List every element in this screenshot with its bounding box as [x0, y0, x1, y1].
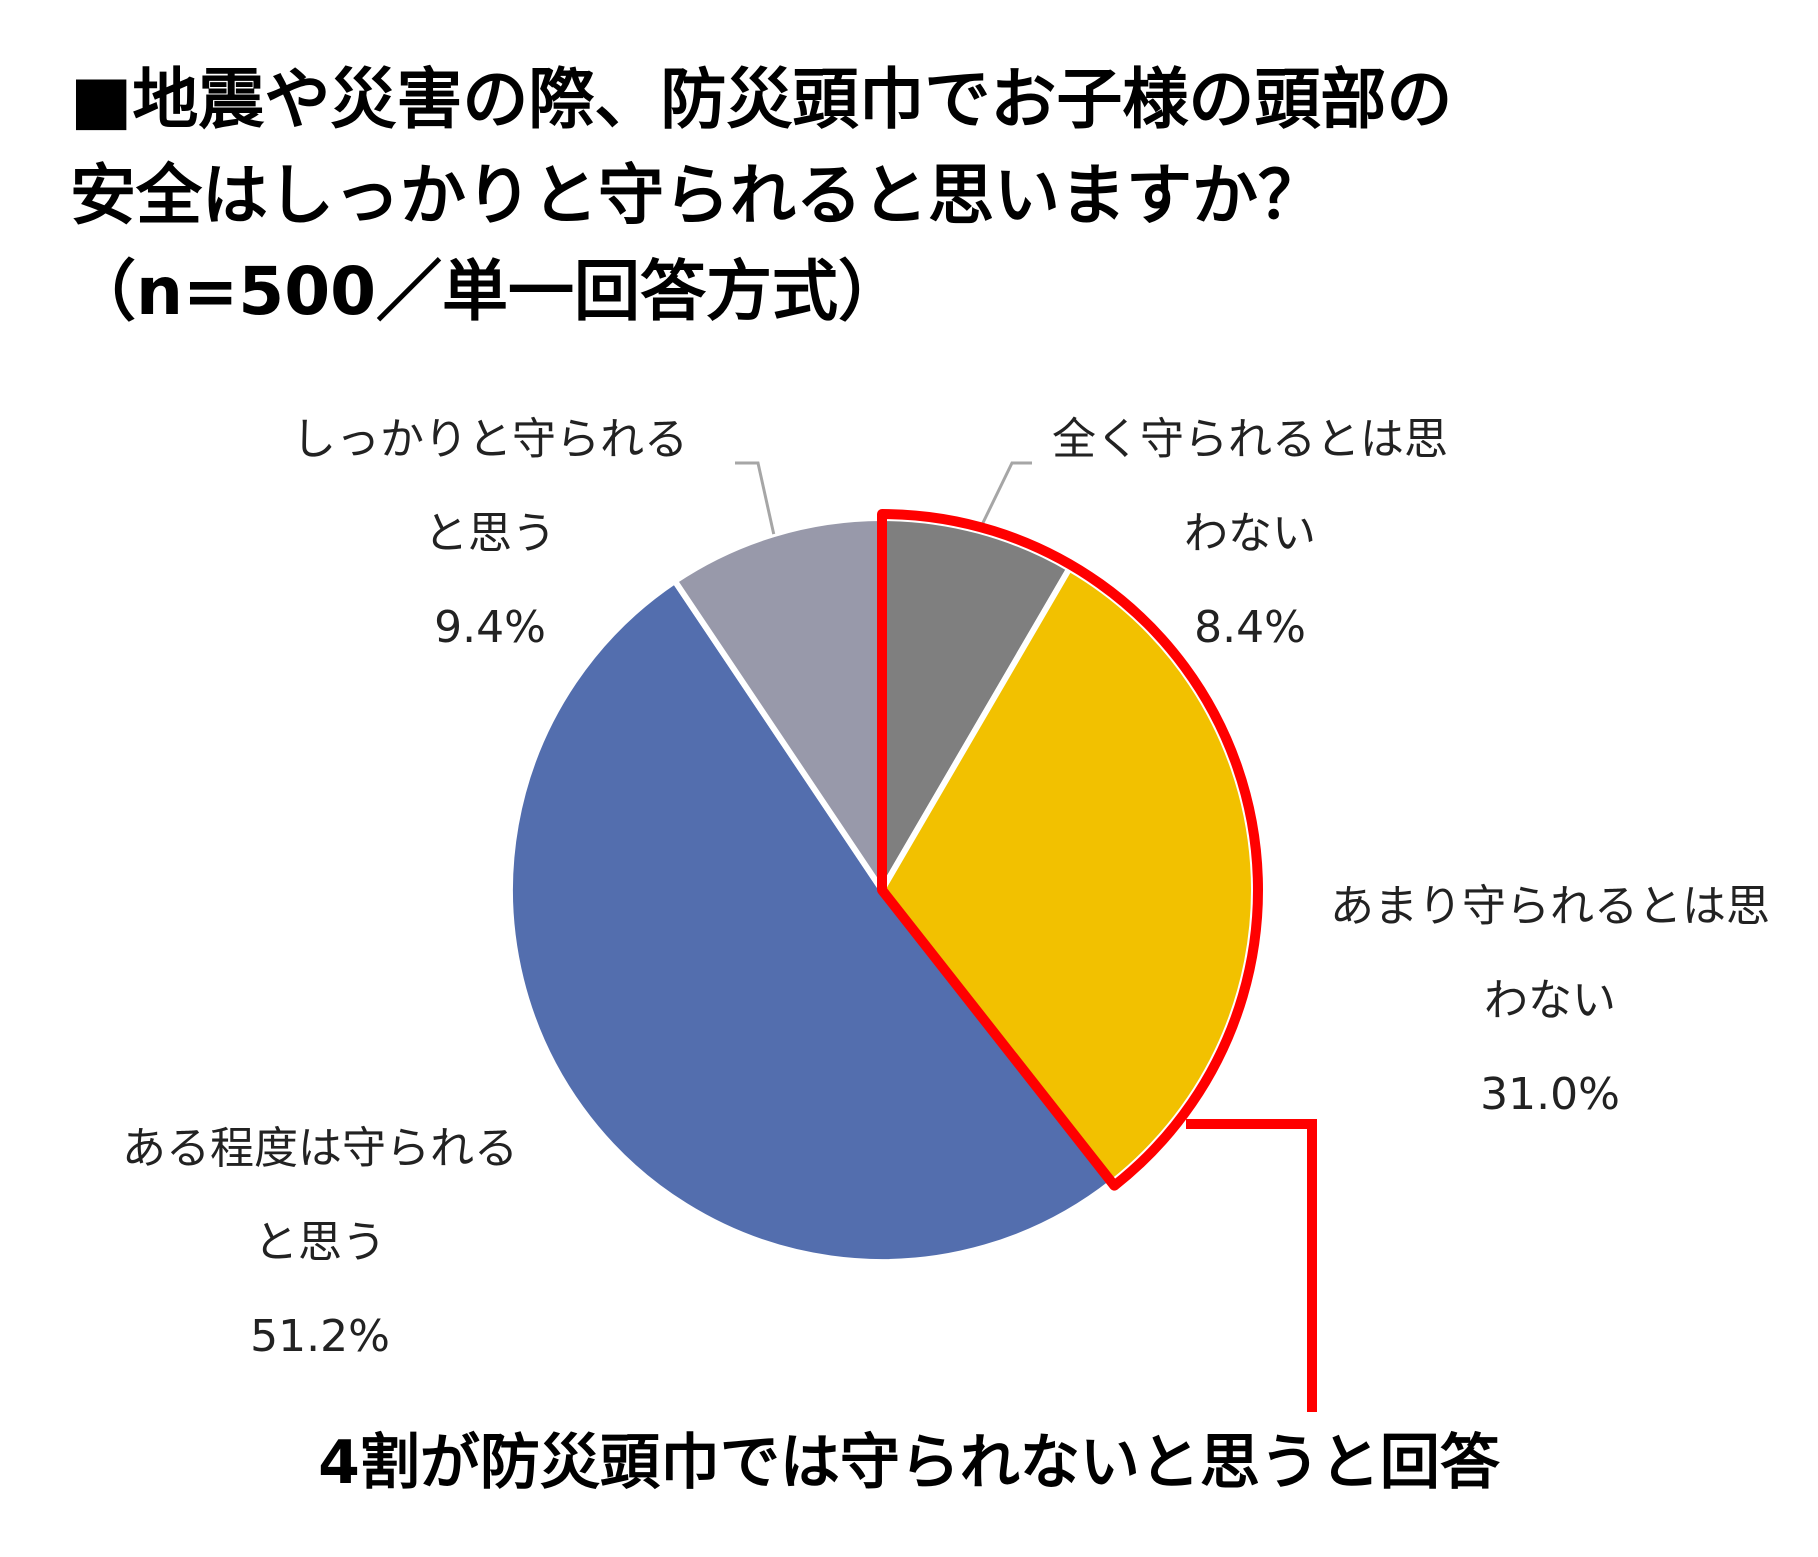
slice-label-line1: 全く守られるとは思 — [1052, 414, 1448, 465]
pie-slice — [506, 578, 1115, 1265]
slice-label-line2: わない — [1484, 975, 1616, 1026]
title-line-3: （n=500／単一回答方式） — [70, 253, 905, 330]
slice-label-not-well-protected: あまり守られるとは思 わない 31.0% — [1300, 860, 1800, 1142]
title-line-2: 安全はしっかりと守られると思いますか？ — [70, 157, 1324, 234]
slice-label-not-protected-at-all: 全く守られるとは思 わない 8.4% — [1030, 393, 1470, 675]
title-line-1: ■地震や災害の際、防災頭巾でお子様の頭部の — [70, 61, 1453, 138]
slice-value-label: 51.2% — [250, 1311, 390, 1362]
highlight-outline — [877, 509, 1263, 1191]
slice-label-line1: あまり守られるとは思 — [1330, 881, 1770, 932]
chart-title: ■地震や災害の際、防災頭巾でお子様の頭部の 安全はしっかりと守られると思いますか… — [70, 52, 1770, 340]
callout-connector — [1186, 1119, 1317, 1412]
slice-label-somewhat-protected: ある程度は守られる と思う 51.2% — [100, 1102, 540, 1384]
callout-annotation: 4割が防災頭巾では守られないと思うと回答 — [318, 1428, 1500, 1498]
leader-line — [735, 461, 776, 535]
slice-label-line1: しっかりと守られる — [292, 414, 688, 465]
slice-value-label: 8.4% — [1194, 602, 1306, 653]
slice-label-line2: と思う — [254, 1217, 386, 1268]
slice-label-line2: わない — [1184, 508, 1316, 559]
slice-label-line1: ある程度は守られる — [122, 1123, 518, 1174]
slice-value-label: 31.0% — [1480, 1069, 1620, 1120]
slice-value-label: 9.4% — [434, 602, 546, 653]
leader-line — [977, 461, 1032, 532]
slice-label-well-protected: しっかりと守られる と思う 9.4% — [270, 393, 710, 675]
slice-label-line2: と思う — [424, 508, 556, 559]
